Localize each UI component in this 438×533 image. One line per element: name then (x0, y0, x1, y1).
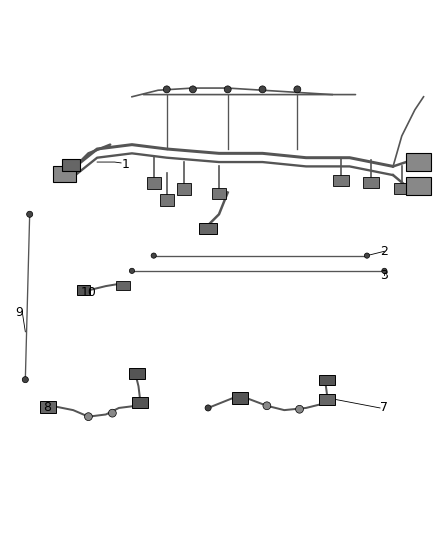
FancyBboxPatch shape (212, 188, 226, 199)
Text: 8: 8 (43, 401, 51, 415)
FancyBboxPatch shape (332, 175, 349, 185)
Text: 7: 7 (380, 401, 389, 415)
Circle shape (364, 253, 370, 258)
FancyBboxPatch shape (62, 159, 80, 171)
FancyBboxPatch shape (116, 281, 130, 289)
FancyBboxPatch shape (232, 392, 248, 404)
FancyBboxPatch shape (363, 177, 379, 188)
FancyBboxPatch shape (77, 285, 90, 295)
Circle shape (163, 86, 170, 93)
Circle shape (382, 268, 387, 273)
FancyBboxPatch shape (147, 177, 161, 189)
Circle shape (27, 211, 33, 217)
Text: 10: 10 (81, 286, 96, 299)
Circle shape (296, 405, 304, 413)
Circle shape (22, 377, 28, 383)
Circle shape (85, 413, 92, 421)
Circle shape (205, 405, 211, 411)
FancyBboxPatch shape (393, 183, 410, 194)
FancyBboxPatch shape (40, 401, 56, 413)
FancyBboxPatch shape (177, 183, 191, 195)
FancyBboxPatch shape (160, 194, 174, 206)
Circle shape (224, 86, 231, 93)
Text: 9: 9 (15, 306, 23, 319)
Circle shape (189, 86, 196, 93)
FancyBboxPatch shape (406, 153, 431, 171)
Circle shape (129, 268, 134, 273)
FancyBboxPatch shape (199, 223, 217, 235)
FancyBboxPatch shape (131, 397, 148, 408)
Text: 2: 2 (381, 245, 389, 258)
Text: 3: 3 (381, 269, 389, 282)
Circle shape (294, 86, 301, 93)
FancyBboxPatch shape (406, 177, 431, 195)
Circle shape (263, 402, 271, 410)
FancyBboxPatch shape (129, 368, 145, 379)
Circle shape (109, 409, 116, 417)
FancyBboxPatch shape (319, 393, 335, 405)
FancyBboxPatch shape (319, 375, 335, 385)
Circle shape (151, 253, 156, 258)
Circle shape (259, 86, 266, 93)
Text: 1: 1 (121, 158, 129, 171)
FancyBboxPatch shape (53, 166, 76, 182)
